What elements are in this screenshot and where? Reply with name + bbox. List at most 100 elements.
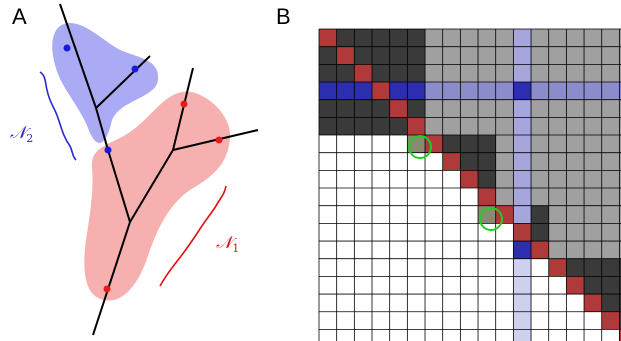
matrix-cell xyxy=(389,258,408,277)
matrix-cell xyxy=(389,135,408,153)
matrix-cell xyxy=(407,241,426,259)
matrix-cell xyxy=(478,311,496,330)
matrix-cell xyxy=(372,135,390,153)
matrix-cell xyxy=(425,311,443,330)
matrix-cell xyxy=(372,205,390,224)
matrix-cell xyxy=(548,311,567,330)
matrix-cell xyxy=(584,311,602,330)
matrix-cell xyxy=(584,135,602,153)
matrix-cell xyxy=(566,117,585,136)
matrix-cell xyxy=(442,241,461,259)
matrix-cell xyxy=(425,276,443,295)
matrix-cell xyxy=(319,276,337,295)
matrix-cell xyxy=(548,152,567,171)
label-n1: 𝒩1 xyxy=(216,233,239,255)
label-n2-sub: 2 xyxy=(26,132,33,145)
matrix-cell xyxy=(548,170,567,189)
matrix-cell xyxy=(619,188,621,206)
matrix-cell xyxy=(548,135,567,153)
matrix-cell xyxy=(601,82,620,100)
matrix-cell xyxy=(531,294,549,312)
matrix-cell xyxy=(354,205,373,224)
tree-edge xyxy=(92,221,131,336)
matrix-cell xyxy=(425,241,443,259)
matrix-cell xyxy=(407,223,426,242)
matrix-cell xyxy=(407,170,426,189)
matrix-cell xyxy=(478,99,496,118)
matrix-cell xyxy=(389,117,408,136)
matrix-cell xyxy=(619,223,621,242)
matrix-cell xyxy=(319,311,337,330)
matrix-cell xyxy=(619,117,621,136)
matrix-cell xyxy=(442,170,461,189)
matrix-cell xyxy=(460,241,479,259)
matrix-cell xyxy=(601,241,620,259)
matrix-cell xyxy=(513,46,532,65)
matrix-cell xyxy=(513,135,532,153)
matrix-cell xyxy=(531,188,549,206)
matrix-cell xyxy=(336,329,355,341)
matrix-cell xyxy=(584,258,602,277)
matrix-cell xyxy=(495,311,514,330)
matrix-cell xyxy=(336,170,355,189)
matrix-cell xyxy=(460,64,479,83)
matrix-cell xyxy=(531,29,549,47)
matrix-cell xyxy=(548,276,567,295)
tree-edge xyxy=(172,67,194,151)
matrix-cell xyxy=(601,329,620,341)
highlight-circle xyxy=(408,135,432,159)
matrix-cell xyxy=(513,258,532,277)
matrix-cell xyxy=(336,294,355,312)
matrix-cell xyxy=(548,223,567,242)
matrix-cell xyxy=(513,29,532,47)
matrix-cell xyxy=(389,170,408,189)
matrix-cell xyxy=(336,311,355,330)
matrix-cell xyxy=(513,329,532,341)
matrix-cell xyxy=(531,64,549,83)
matrix-gridlines xyxy=(318,28,621,341)
matrix-cell xyxy=(407,311,426,330)
matrix-cell xyxy=(319,46,337,65)
matrix-cell xyxy=(389,82,408,100)
matrix-cell xyxy=(584,188,602,206)
matrix-cell xyxy=(389,46,408,65)
panel-b: B xyxy=(276,4,621,341)
tree-edge xyxy=(95,55,151,109)
matrix-cell xyxy=(442,152,461,171)
matrix-cell xyxy=(372,241,390,259)
matrix-cell xyxy=(513,311,532,330)
matrix-cell xyxy=(495,152,514,171)
blue-node xyxy=(104,146,112,154)
matrix-cell xyxy=(495,294,514,312)
matrix-cell xyxy=(407,329,426,341)
matrix-cell xyxy=(354,99,373,118)
matrix-cell xyxy=(460,152,479,171)
matrix-cell xyxy=(601,205,620,224)
matrix-cell xyxy=(531,170,549,189)
matrix-cell xyxy=(548,82,567,100)
matrix-cell xyxy=(354,311,373,330)
region-n2 xyxy=(52,23,159,143)
matrix-cell xyxy=(407,188,426,206)
matrix-cell xyxy=(354,223,373,242)
matrix-cell xyxy=(531,258,549,277)
matrix-cell xyxy=(584,205,602,224)
matrix-cell xyxy=(336,64,355,83)
matrix-cell xyxy=(531,205,549,224)
matrix-cell xyxy=(372,294,390,312)
matrix-cell xyxy=(460,294,479,312)
matrix-cell xyxy=(425,135,443,153)
matrix-cell xyxy=(442,276,461,295)
matrix-cell xyxy=(601,117,620,136)
matrix-cell xyxy=(354,117,373,136)
label-n1-sub: 1 xyxy=(232,242,239,255)
matrix-cell xyxy=(513,82,532,100)
tree-edge xyxy=(107,149,131,223)
matrix-cell xyxy=(319,241,337,259)
matrix-cell xyxy=(460,223,479,242)
matrix-cell xyxy=(601,152,620,171)
matrix-cell xyxy=(531,135,549,153)
matrix-cell xyxy=(354,329,373,341)
matrix-cell xyxy=(513,152,532,171)
